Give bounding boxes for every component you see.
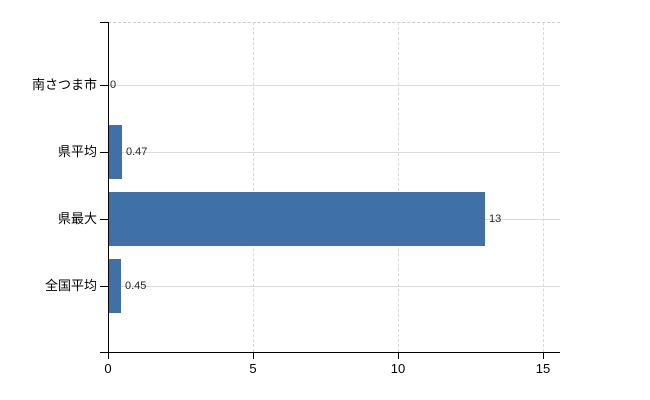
x-axis-line: [100, 352, 560, 353]
x-axis-tick: [398, 352, 399, 359]
category-label: 県平均: [57, 144, 97, 159]
y-axis-tick: [100, 22, 108, 23]
bar: [108, 125, 122, 179]
y-axis-tick: [100, 85, 108, 86]
bar-value-label: 13: [489, 213, 502, 225]
y-axis-tick: [100, 152, 108, 153]
plot-top-border: [108, 22, 560, 23]
x-tick-label: 0: [104, 361, 112, 376]
y-axis-tick: [100, 219, 108, 220]
bar: [108, 192, 485, 246]
y-axis-tick: [100, 286, 108, 287]
category-label: 全国平均: [44, 278, 97, 293]
bar-value-label: 0: [110, 79, 117, 91]
bar-value-label: 0.45: [125, 280, 147, 292]
h-gridline: [108, 85, 560, 86]
category-label: 県最大: [57, 211, 97, 226]
category-label: 南さつま市: [31, 77, 97, 92]
v-gridline: [398, 22, 399, 352]
h-gridline: [108, 286, 560, 287]
v-gridline: [253, 22, 254, 352]
x-tick-label: 10: [390, 361, 406, 376]
x-axis-tick: [253, 352, 254, 359]
x-tick-label: 15: [535, 361, 551, 376]
bar-value-label: 0.47: [126, 146, 148, 158]
x-axis-tick: [543, 352, 544, 359]
h-gridline: [108, 152, 560, 153]
x-tick-label: 5: [249, 361, 257, 376]
y-axis-line: [108, 22, 109, 353]
x-axis-tick: [108, 352, 109, 359]
v-gridline: [543, 22, 544, 352]
bar: [108, 259, 121, 313]
